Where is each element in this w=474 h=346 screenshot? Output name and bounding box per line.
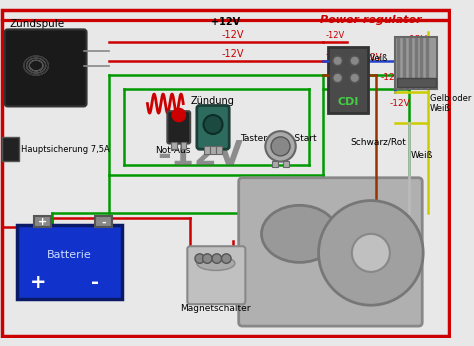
Ellipse shape — [262, 205, 337, 262]
Text: -12V: -12V — [157, 139, 243, 172]
Text: -12V: -12V — [407, 35, 428, 44]
Bar — [328, 46, 368, 113]
Bar — [2, 137, 19, 161]
Ellipse shape — [197, 256, 235, 271]
Text: CDI: CDI — [337, 97, 359, 107]
Bar — [210, 146, 216, 154]
Circle shape — [271, 137, 290, 156]
Text: -12V: -12V — [390, 99, 410, 108]
Text: Grün: Grün — [328, 237, 352, 247]
Text: -12V: -12V — [222, 30, 244, 40]
Circle shape — [172, 108, 185, 122]
Text: Batterie: Batterie — [47, 250, 92, 260]
Text: +: + — [38, 217, 47, 227]
FancyBboxPatch shape — [167, 111, 190, 144]
Circle shape — [319, 201, 423, 305]
Text: -12V: -12V — [325, 31, 344, 40]
Bar — [17, 225, 122, 300]
Circle shape — [333, 56, 342, 65]
Circle shape — [352, 234, 390, 272]
FancyBboxPatch shape — [239, 178, 422, 326]
FancyBboxPatch shape — [197, 106, 229, 149]
Text: -12V: -12V — [325, 50, 344, 59]
Text: Not-Aus: Not-Aus — [155, 146, 191, 155]
Text: Schwarz/Rot: Schwarz/Rot — [350, 137, 406, 146]
Bar — [397, 78, 436, 88]
Text: -: - — [91, 273, 99, 292]
Bar — [283, 161, 289, 167]
Circle shape — [350, 73, 359, 83]
FancyBboxPatch shape — [187, 246, 246, 304]
Bar — [171, 142, 177, 149]
Bar — [181, 142, 186, 149]
Text: Zündung: Zündung — [191, 97, 235, 107]
Text: -12V: -12V — [361, 53, 382, 62]
Bar — [395, 37, 438, 89]
Text: -12V: -12V — [222, 49, 244, 59]
Text: +12V: +12V — [211, 17, 240, 27]
Circle shape — [333, 73, 342, 83]
Text: -: - — [101, 217, 106, 227]
Bar — [34, 216, 51, 227]
Circle shape — [350, 56, 359, 65]
Text: Power regulator: Power regulator — [320, 15, 422, 25]
Circle shape — [265, 131, 296, 162]
Text: -12V: -12V — [380, 73, 401, 82]
Text: Weiß: Weiß — [411, 152, 433, 161]
FancyBboxPatch shape — [5, 29, 87, 107]
Circle shape — [203, 115, 222, 134]
Bar — [216, 146, 221, 154]
Circle shape — [195, 254, 204, 263]
Text: Gelb oder
Weiß: Gelb oder Weiß — [430, 94, 471, 113]
Bar — [95, 216, 112, 227]
Text: +: + — [30, 273, 46, 292]
Bar — [204, 146, 210, 154]
Text: Magnetschalter: Magnetschalter — [181, 304, 251, 313]
Text: Hauptsicherung 7,5A: Hauptsicherung 7,5A — [21, 145, 109, 154]
Text: Zündspule: Zündspule — [9, 19, 64, 29]
Circle shape — [221, 254, 231, 263]
Circle shape — [212, 254, 221, 263]
Text: Taster für E-Start: Taster für E-Start — [240, 134, 316, 143]
Circle shape — [202, 254, 212, 263]
Text: Blau/Weiß: Blau/Weiß — [345, 54, 387, 63]
Bar — [272, 161, 278, 167]
